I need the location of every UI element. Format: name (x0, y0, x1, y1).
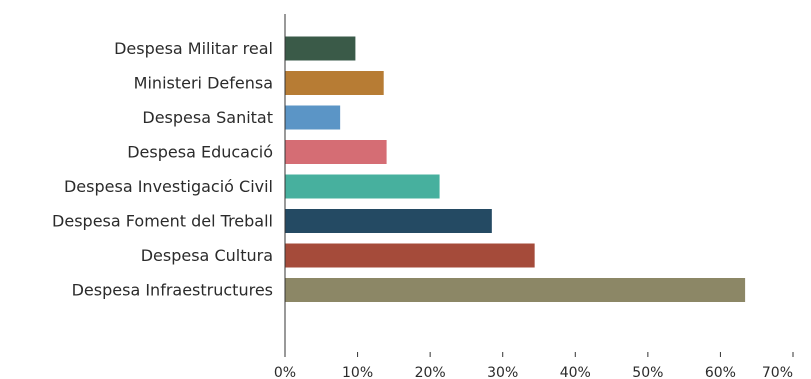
category-label-despesa-cultura: Despesa Cultura (141, 246, 273, 265)
x-tick-label: 10% (342, 365, 373, 379)
category-label-despesa-investigacio-civil: Despesa Investigació Civil (64, 177, 273, 196)
x-tick-label: 60% (705, 365, 736, 379)
bar-despesa-cultura (285, 243, 535, 268)
category-label-despesa-educacio: Despesa Educació (127, 143, 273, 162)
bar-despesa-investigacio-civil (285, 174, 440, 199)
bar-despesa-sanitat (285, 105, 341, 130)
x-tick-label: 70% (762, 365, 793, 379)
x-tick-label: 20% (415, 365, 446, 379)
x-tick-label: 0% (274, 365, 296, 379)
bar-despesa-militar-real (285, 36, 356, 61)
x-tick-label: 50% (632, 365, 663, 379)
category-label-despesa-sanitat: Despesa Sanitat (142, 108, 273, 127)
category-labels: Despesa Militar real Ministeri Defensa Des… (52, 39, 273, 300)
category-label-ministeri-defensa: Ministeri Defensa (134, 74, 273, 93)
x-axis-ticks: 0% 10% 20% 30% 40% 50% 60% 70% (274, 352, 794, 379)
x-tick-label: 30% (487, 365, 518, 379)
category-label-despesa-militar-real: Despesa Militar real (114, 39, 273, 58)
category-label-despesa-infraestructures: Despesa Infraestructures (72, 281, 273, 300)
bars-layer (285, 36, 746, 302)
bar-despesa-foment-del-treball (285, 209, 492, 233)
bar-ministeri-defensa (285, 71, 384, 95)
x-tick-label: 40% (560, 365, 591, 379)
bar-despesa-educacio (285, 140, 387, 164)
category-label-despesa-foment-del-treball: Despesa Foment del Treball (52, 212, 273, 231)
bar-despesa-infraestructures (285, 278, 746, 302)
